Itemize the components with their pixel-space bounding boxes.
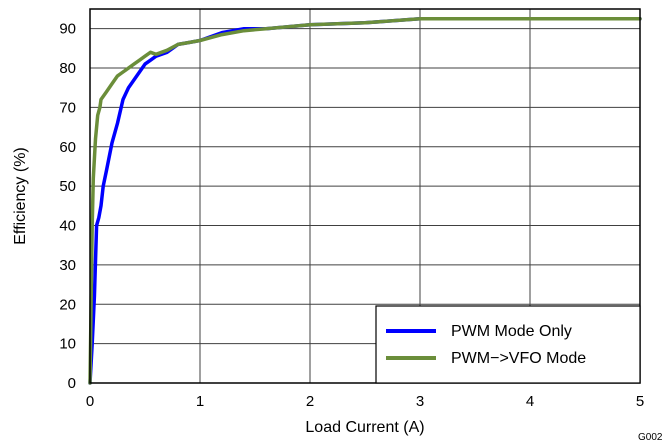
x-tick-label: 2 — [306, 393, 314, 410]
y-tick-label: 90 — [59, 21, 76, 38]
y-tick-label: 60 — [59, 139, 76, 156]
y-tick-label: 0 — [68, 375, 76, 392]
legend-label-0: PWM Mode Only — [451, 323, 572, 340]
legend: PWM Mode Only PWM−>VFO Mode — [375, 305, 641, 384]
y-tick-label: 10 — [59, 336, 76, 353]
series-lines — [88, 17, 642, 385]
grid-lines — [90, 9, 640, 383]
y-axis-label: Efficiency (%) — [12, 147, 29, 245]
x-tick-label: 3 — [416, 393, 424, 410]
y-tick-label: 80 — [59, 60, 76, 77]
y-tick-label: 40 — [59, 218, 76, 235]
x-tick-label: 1 — [196, 393, 204, 410]
x-tick-label: 0 — [86, 393, 94, 410]
series-line-1 — [88, 17, 642, 385]
legend-label-1: PWM−>VFO Mode — [451, 350, 586, 367]
figure-code: G002 — [638, 432, 663, 443]
plot-area-border — [89, 8, 641, 384]
x-tick-label: 5 — [636, 393, 644, 410]
y-tick-label: 20 — [59, 296, 76, 313]
y-tick-label: 70 — [59, 99, 76, 116]
y-tick-label: 30 — [59, 257, 76, 274]
legend-box — [375, 305, 641, 384]
x-axis-label: Load Current (A) — [305, 419, 424, 436]
y-tick-label: 50 — [59, 178, 76, 195]
x-tick-label: 4 — [526, 393, 534, 410]
